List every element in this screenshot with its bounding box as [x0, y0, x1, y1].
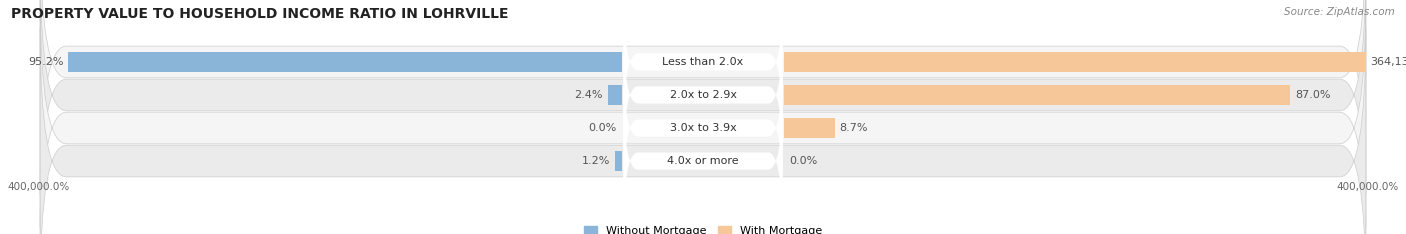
Bar	[785, 118, 835, 138]
Text: 3.0x to 3.9x: 3.0x to 3.9x	[669, 123, 737, 133]
FancyBboxPatch shape	[41, 0, 1365, 234]
Bar	[785, 52, 1365, 72]
FancyBboxPatch shape	[623, 87, 783, 234]
Legend: Without Mortgage, With Mortgage: Without Mortgage, With Mortgage	[583, 226, 823, 234]
Text: 0.0%: 0.0%	[589, 123, 617, 133]
FancyBboxPatch shape	[623, 21, 783, 169]
FancyBboxPatch shape	[41, 0, 1365, 195]
Bar	[785, 85, 1291, 105]
Text: 87.0%: 87.0%	[1295, 90, 1330, 100]
Text: 8.7%: 8.7%	[839, 123, 868, 133]
FancyBboxPatch shape	[41, 28, 1365, 234]
Text: 400,000.0%: 400,000.0%	[1337, 182, 1399, 191]
Text: Less than 2.0x: Less than 2.0x	[662, 57, 744, 67]
Text: 2.4%: 2.4%	[575, 90, 603, 100]
Bar	[607, 85, 621, 105]
Text: 400,000.0%: 400,000.0%	[7, 182, 69, 191]
FancyBboxPatch shape	[623, 54, 783, 202]
Text: 2.0x to 2.9x: 2.0x to 2.9x	[669, 90, 737, 100]
Bar	[67, 52, 621, 72]
Text: 1.2%: 1.2%	[582, 156, 610, 166]
Text: PROPERTY VALUE TO HOUSEHOLD INCOME RATIO IN LOHRVILLE: PROPERTY VALUE TO HOUSEHOLD INCOME RATIO…	[11, 7, 509, 21]
Text: 364,130.4%: 364,130.4%	[1371, 57, 1406, 67]
FancyBboxPatch shape	[41, 0, 1365, 228]
Text: 0.0%: 0.0%	[789, 156, 817, 166]
Bar	[614, 151, 621, 171]
Text: Source: ZipAtlas.com: Source: ZipAtlas.com	[1284, 7, 1395, 17]
Text: 95.2%: 95.2%	[28, 57, 63, 67]
Text: 4.0x or more: 4.0x or more	[668, 156, 738, 166]
FancyBboxPatch shape	[623, 0, 783, 136]
